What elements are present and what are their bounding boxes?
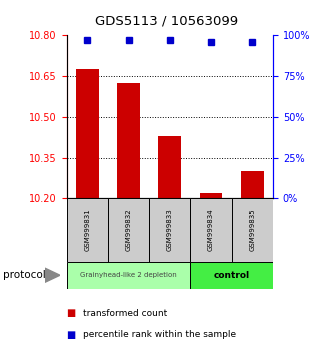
Text: ■: ■ <box>67 330 76 339</box>
Text: Grainyhead-like 2 depletion: Grainyhead-like 2 depletion <box>80 272 177 278</box>
Bar <box>76 69 99 198</box>
Text: GDS5113 / 10563099: GDS5113 / 10563099 <box>95 14 238 27</box>
Bar <box>190 198 232 262</box>
Bar <box>67 198 108 262</box>
Text: GSM999831: GSM999831 <box>84 209 90 251</box>
Text: transformed count: transformed count <box>83 309 167 318</box>
Bar <box>149 198 190 262</box>
Text: control: control <box>214 271 250 280</box>
Bar <box>232 198 273 262</box>
Text: protocol: protocol <box>3 270 46 280</box>
Text: GSM999835: GSM999835 <box>249 209 255 251</box>
Bar <box>241 171 264 198</box>
Bar <box>108 198 149 262</box>
Bar <box>190 262 273 289</box>
Text: percentile rank within the sample: percentile rank within the sample <box>83 330 236 339</box>
Polygon shape <box>45 268 60 282</box>
Bar <box>200 193 222 198</box>
Text: GSM999832: GSM999832 <box>126 209 132 251</box>
Text: ■: ■ <box>67 308 76 318</box>
Bar <box>67 262 190 289</box>
Text: GSM999834: GSM999834 <box>208 209 214 251</box>
Bar <box>159 136 181 198</box>
Text: GSM999833: GSM999833 <box>167 209 173 251</box>
Bar <box>117 83 140 198</box>
